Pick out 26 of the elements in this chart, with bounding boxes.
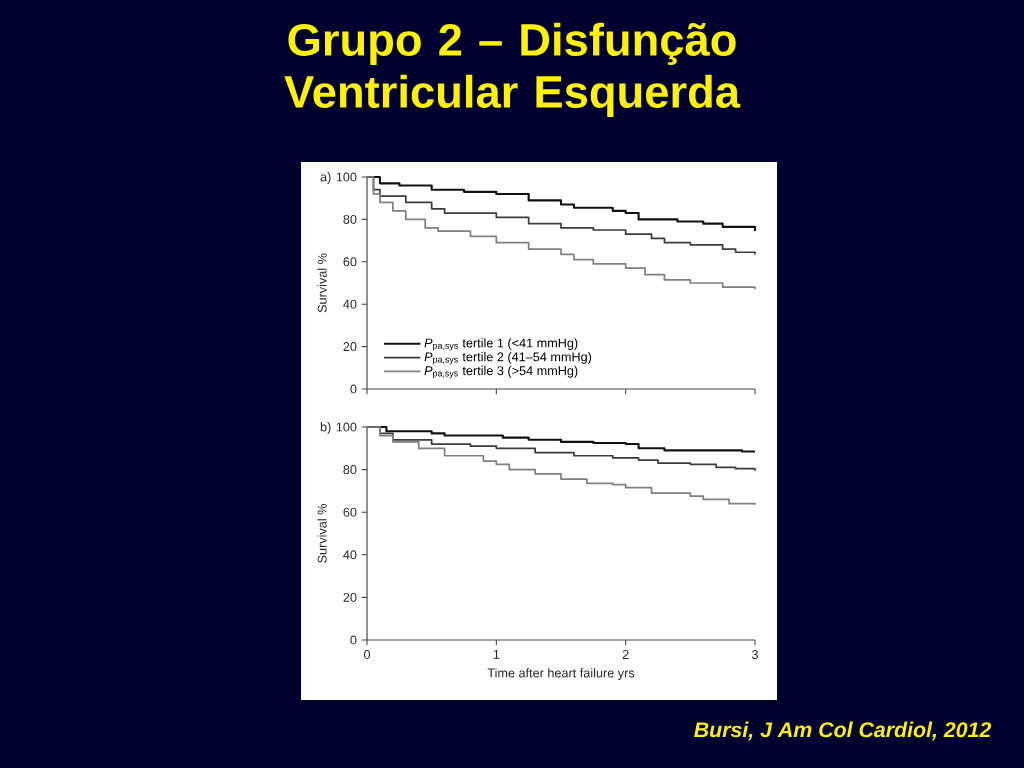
y-tick-label: 40 [343,299,357,309]
y-tick-label: 60 [343,257,357,267]
x-tick-label: 3 [751,650,758,660]
y-tick-label: 60 [343,507,357,517]
text: a) [320,172,331,184]
y-tick-label: 0 [350,384,357,394]
chart-title: Grupo 2 – Disfunção Ventricular Esquerda [284,22,741,117]
y-tick-label: 20 [343,342,357,352]
x-tick-label: 2 [622,650,629,659]
x-tick-label: 0 [363,650,371,660]
y-tick-label: 20 [343,592,357,602]
y-tick-label: 0 [350,635,357,645]
y-tick-label: 80 [343,214,357,224]
legend-label: P$_{pa,sys}$ tertile 2 (41–54 mmHg) [424,352,592,365]
text: b) [320,422,331,434]
x-tick-label: 1 [493,650,500,659]
y-axis-title: Survival % [317,504,327,563]
text: Bursi, J Am Col Cardiol, 2012 [694,721,992,741]
legend-label: P$_{pa,sys}$ tertile 1 (<41 mmHg) [424,338,578,351]
y-axis-title: Survival % [317,253,327,313]
y-tick-label: 40 [343,550,357,560]
x-axis-title: Time after heart failure yrs [487,668,635,680]
y-tick-label: 80 [343,465,357,475]
y-tick-label: 100 [336,172,357,182]
legend-label: P$_{pa,sys}$ tertile 3 (>54 mmHg) [424,365,578,379]
y-tick-label: 100 [336,422,357,432]
